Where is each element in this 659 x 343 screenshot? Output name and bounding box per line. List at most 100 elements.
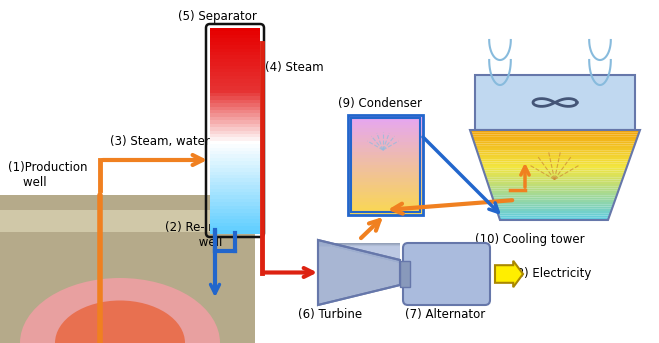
Polygon shape xyxy=(318,241,400,261)
Polygon shape xyxy=(481,164,628,166)
Polygon shape xyxy=(492,195,617,198)
Polygon shape xyxy=(484,170,625,173)
Bar xyxy=(348,178,423,182)
Bar xyxy=(475,75,635,130)
Polygon shape xyxy=(473,139,637,141)
Bar xyxy=(210,93,260,97)
Bar xyxy=(210,90,260,93)
Bar xyxy=(210,66,260,70)
Bar xyxy=(348,185,423,189)
Bar xyxy=(210,229,260,234)
Polygon shape xyxy=(486,179,622,182)
Polygon shape xyxy=(318,242,400,262)
Polygon shape xyxy=(318,243,400,263)
Polygon shape xyxy=(318,240,400,260)
Bar xyxy=(210,226,260,230)
Bar xyxy=(210,168,260,172)
Bar xyxy=(210,42,260,46)
Polygon shape xyxy=(318,243,400,263)
Bar xyxy=(210,209,260,213)
Polygon shape xyxy=(318,241,400,261)
Bar xyxy=(348,135,423,139)
Text: (6) Turbine: (6) Turbine xyxy=(298,308,362,321)
Bar xyxy=(210,178,260,182)
Bar xyxy=(348,175,423,179)
Ellipse shape xyxy=(55,300,185,343)
Polygon shape xyxy=(471,134,639,137)
Bar xyxy=(348,162,423,166)
Polygon shape xyxy=(496,209,612,211)
Bar xyxy=(348,115,423,119)
Polygon shape xyxy=(478,155,631,157)
Bar xyxy=(210,213,260,216)
Bar xyxy=(210,219,260,223)
Bar xyxy=(210,55,260,59)
Polygon shape xyxy=(471,132,639,134)
Bar xyxy=(210,117,260,121)
Polygon shape xyxy=(486,177,623,179)
Bar xyxy=(210,144,260,148)
Bar xyxy=(210,52,260,56)
Polygon shape xyxy=(474,143,635,146)
Bar xyxy=(348,128,423,132)
Bar xyxy=(348,202,423,205)
Ellipse shape xyxy=(20,278,220,343)
Bar xyxy=(210,134,260,138)
Bar xyxy=(210,185,260,189)
Polygon shape xyxy=(498,215,610,218)
Bar xyxy=(210,62,260,66)
Polygon shape xyxy=(479,157,631,159)
Polygon shape xyxy=(500,218,609,220)
Polygon shape xyxy=(318,241,400,262)
Bar xyxy=(348,125,423,129)
Polygon shape xyxy=(318,241,400,261)
Polygon shape xyxy=(482,166,627,168)
Bar xyxy=(210,141,260,145)
Bar xyxy=(210,151,260,155)
Polygon shape xyxy=(497,211,611,213)
Bar xyxy=(348,198,423,202)
Polygon shape xyxy=(318,242,400,262)
Polygon shape xyxy=(480,162,629,164)
Bar xyxy=(348,148,423,152)
Bar xyxy=(348,115,423,215)
Bar xyxy=(210,32,260,35)
Polygon shape xyxy=(318,240,400,305)
Polygon shape xyxy=(483,168,627,170)
Bar xyxy=(348,152,423,155)
Bar xyxy=(210,45,260,49)
Text: (8) Electricity: (8) Electricity xyxy=(512,268,591,281)
Polygon shape xyxy=(491,193,617,195)
Polygon shape xyxy=(485,175,624,177)
Polygon shape xyxy=(318,242,400,262)
Bar xyxy=(210,192,260,196)
Bar xyxy=(210,48,260,52)
Polygon shape xyxy=(490,189,619,191)
Text: (4) Steam: (4) Steam xyxy=(265,61,324,74)
Polygon shape xyxy=(318,241,400,261)
Bar xyxy=(210,76,260,80)
Polygon shape xyxy=(474,141,636,143)
Bar xyxy=(210,35,260,39)
Polygon shape xyxy=(484,173,625,175)
Bar xyxy=(210,114,260,117)
Polygon shape xyxy=(318,240,400,260)
Bar xyxy=(348,188,423,192)
Polygon shape xyxy=(498,213,610,215)
Bar xyxy=(210,120,260,124)
Polygon shape xyxy=(478,153,632,155)
Bar xyxy=(210,86,260,90)
Text: (10) Cooling tower: (10) Cooling tower xyxy=(475,233,585,246)
Polygon shape xyxy=(318,242,400,262)
Bar xyxy=(210,182,260,186)
Bar xyxy=(348,172,423,176)
Bar xyxy=(210,206,260,210)
Polygon shape xyxy=(476,148,633,150)
Polygon shape xyxy=(476,150,633,153)
Bar xyxy=(348,122,423,126)
Text: (9) Condenser: (9) Condenser xyxy=(338,97,422,110)
Bar xyxy=(210,72,260,76)
Bar xyxy=(210,216,260,220)
Bar xyxy=(210,38,260,42)
Bar xyxy=(210,100,260,104)
